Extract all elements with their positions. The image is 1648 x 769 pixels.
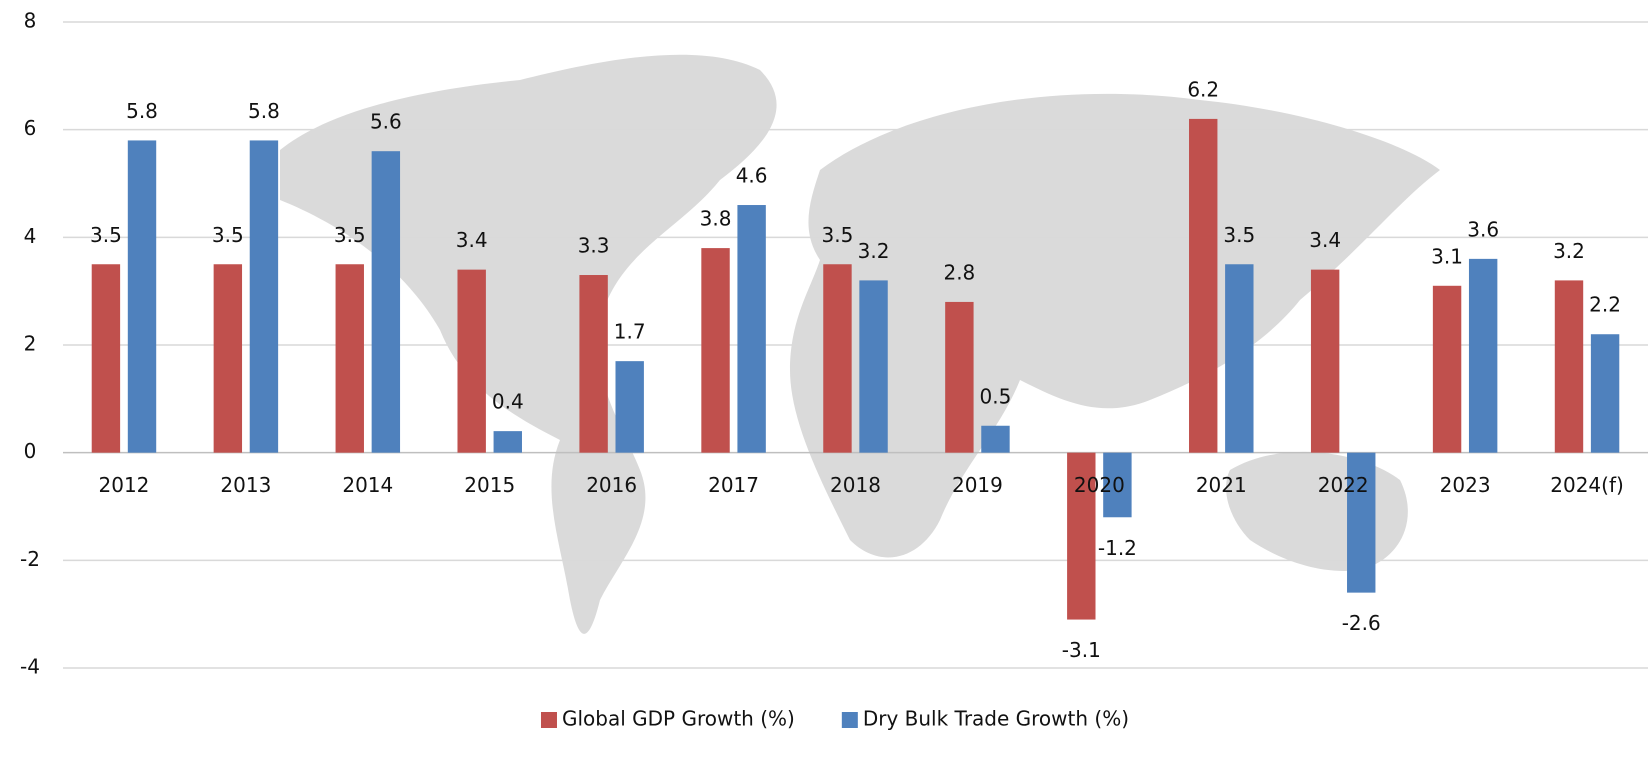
bar — [737, 205, 766, 453]
data-label: 6.2 — [1187, 77, 1219, 101]
x-tick-label: 2015 — [464, 473, 515, 497]
x-tick-label: 2013 — [220, 473, 271, 497]
data-label: 5.8 — [248, 99, 280, 123]
bar — [127, 140, 157, 453]
data-label: 3.3 — [578, 234, 610, 258]
bar — [1067, 452, 1096, 620]
data-label: 0.4 — [492, 390, 524, 414]
bar — [701, 248, 730, 453]
data-label: 3.4 — [1309, 228, 1341, 252]
data-label: 3.2 — [1553, 239, 1585, 263]
y-tick-label: -2 — [20, 547, 40, 571]
bar — [579, 275, 608, 453]
x-tick-label: 2024(f) — [1550, 473, 1624, 497]
x-tick-label: 2012 — [99, 473, 150, 497]
bar — [615, 361, 644, 453]
bar — [1590, 334, 1620, 453]
bar — [335, 264, 364, 453]
legend-swatch — [540, 712, 557, 728]
bar — [493, 431, 522, 453]
data-label: 0.5 — [980, 384, 1012, 408]
bar — [823, 264, 852, 453]
legend-label: Global GDP Growth (%) — [562, 707, 795, 731]
y-tick-label: 6 — [24, 116, 37, 140]
y-tick-label: 4 — [24, 224, 37, 248]
x-tick-label: 2018 — [830, 473, 881, 497]
data-label: 5.8 — [126, 99, 158, 123]
data-label: -3.1 — [1062, 638, 1101, 662]
x-tick-label: 2021 — [1196, 473, 1247, 497]
bar — [1554, 280, 1584, 453]
bar — [1432, 285, 1462, 453]
x-tick-label: 2023 — [1440, 473, 1491, 497]
y-tick-label: 8 — [24, 9, 37, 33]
data-label: 3.2 — [858, 239, 890, 263]
data-label: 3.6 — [1467, 217, 1499, 241]
x-tick-label: 2020 — [1074, 473, 1125, 497]
data-label: 3.5 — [822, 223, 854, 247]
bar — [1468, 258, 1498, 453]
y-tick-label: 0 — [24, 439, 37, 463]
bar — [981, 425, 1010, 453]
data-label: 3.5 — [212, 223, 244, 247]
bar — [213, 264, 243, 453]
bar — [457, 269, 486, 453]
y-tick-label: 2 — [24, 332, 37, 356]
bar — [249, 140, 279, 453]
legend-swatch — [841, 712, 858, 728]
x-tick-label: 2016 — [586, 473, 637, 497]
data-label: 3.1 — [1431, 244, 1463, 268]
data-label: 3.5 — [90, 223, 122, 247]
bar — [1189, 118, 1218, 453]
x-tick-label: 2019 — [952, 473, 1003, 497]
bar — [1225, 264, 1254, 453]
data-label: 4.6 — [736, 164, 768, 188]
x-tick-label: 2014 — [342, 473, 393, 497]
bar — [1310, 269, 1340, 453]
data-label: 2.8 — [943, 260, 975, 284]
data-label: 1.7 — [614, 320, 646, 344]
data-label: 3.5 — [1223, 223, 1255, 247]
bar — [371, 151, 401, 453]
bar — [859, 280, 888, 453]
data-label: 3.5 — [334, 223, 366, 247]
legend-label: Dry Bulk Trade Growth (%) — [863, 707, 1129, 731]
x-tick-label: 2017 — [708, 473, 759, 497]
data-label: -2.6 — [1342, 611, 1381, 635]
data-label: 2.2 — [1589, 293, 1621, 317]
x-tick-label: 2022 — [1318, 473, 1369, 497]
bar — [91, 264, 121, 453]
data-label: 3.8 — [700, 207, 732, 231]
data-label: 3.4 — [456, 228, 488, 252]
data-label: 5.6 — [370, 110, 402, 134]
data-label: -1.2 — [1098, 536, 1137, 560]
bar — [1347, 452, 1376, 593]
bar — [1103, 452, 1132, 518]
y-tick-label: -4 — [20, 655, 40, 679]
bar — [945, 301, 974, 453]
